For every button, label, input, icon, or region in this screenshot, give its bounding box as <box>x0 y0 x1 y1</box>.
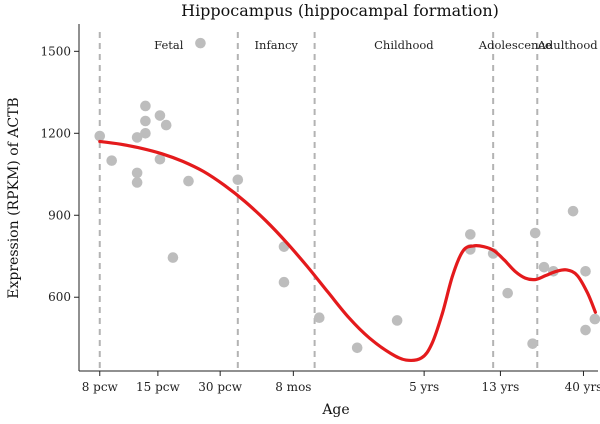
stage-label: Childhood <box>374 38 434 52</box>
x-axis-title: Age <box>321 402 349 418</box>
data-point <box>131 177 143 188</box>
y-tick-label: 600 <box>48 290 71 304</box>
data-point <box>106 155 117 166</box>
data-point <box>131 132 143 143</box>
y-axis-title: Expression (RPKM) of ACTB <box>6 97 22 298</box>
y-tick-label: 1500 <box>40 44 71 58</box>
data-point <box>527 338 538 349</box>
y-tick-label: 900 <box>48 208 71 222</box>
data-point <box>580 265 591 277</box>
y-tick-label: 1200 <box>40 126 71 140</box>
data-point <box>502 287 513 299</box>
data-point <box>140 127 151 139</box>
stage-label: Adolescence <box>478 38 552 52</box>
smoothed-trend-line <box>98 139 597 363</box>
data-point <box>391 315 403 326</box>
stage-label: Infancy <box>255 38 299 52</box>
stage-divider-lines <box>98 32 539 371</box>
data-point <box>94 130 106 142</box>
data-point <box>160 119 172 131</box>
x-tick-label: 15 pcw <box>136 380 180 394</box>
data-point <box>351 342 363 354</box>
y-axis-ticks: 600 900 1200 1500 <box>40 44 79 304</box>
data-point <box>195 37 206 49</box>
data-point <box>538 261 550 273</box>
data-point <box>580 324 591 336</box>
x-tick-label: 8 pcw <box>82 380 119 394</box>
scatter-points <box>94 37 600 354</box>
data-point <box>183 175 194 187</box>
x-tick-label: 30 pcw <box>198 380 242 394</box>
data-point <box>131 167 143 179</box>
data-point <box>313 312 325 324</box>
data-point <box>140 115 151 127</box>
data-point <box>232 174 244 186</box>
x-tick-label: 13 yrs <box>482 380 520 394</box>
data-point <box>589 313 600 325</box>
stage-label: Adulthood <box>537 38 599 52</box>
data-point <box>154 153 166 165</box>
data-point <box>567 205 579 217</box>
data-point <box>529 227 541 239</box>
x-axis-ticks: 8 pcw 15 pcw 30 pcw 8 mos 5 yrs 13 yrs 40 yrs <box>82 371 600 394</box>
stage-label: Fetal <box>154 38 184 52</box>
data-point <box>278 276 290 288</box>
x-tick-label: 40 yrs <box>565 380 600 394</box>
data-point <box>140 100 151 112</box>
stage-labels: Fetal Infancy Childhood AdolescenceAdulthoo… <box>154 38 598 52</box>
data-point <box>167 252 179 263</box>
x-tick-label: 8 mos <box>275 380 311 394</box>
data-point <box>154 110 166 121</box>
data-point <box>465 229 476 240</box>
chart-title: Hippocampus (hippocampal formation) <box>181 1 499 20</box>
x-tick-label: 5 yrs <box>409 380 439 394</box>
